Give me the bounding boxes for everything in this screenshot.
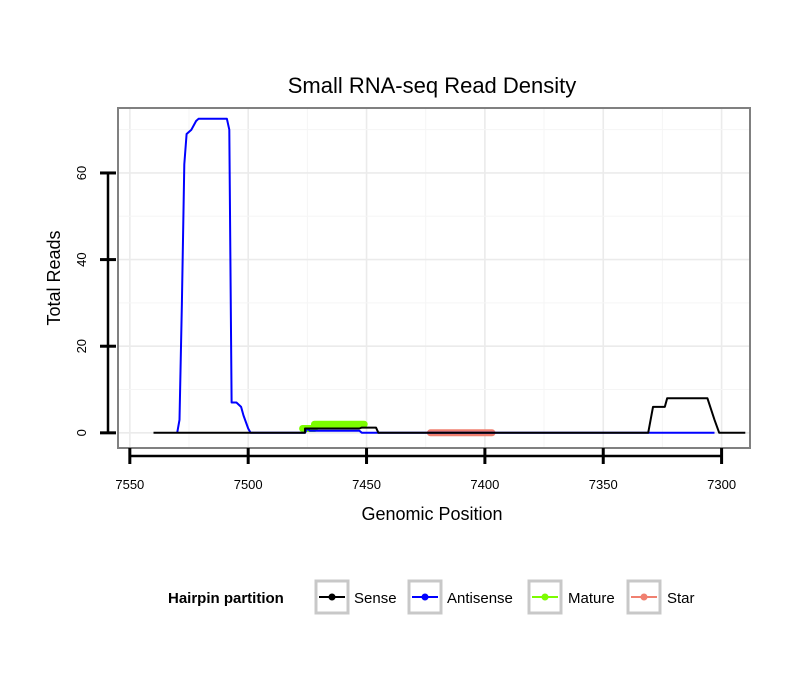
legend-key-point-antisense: [421, 593, 429, 601]
x-tick-label-7500: 7500: [234, 477, 263, 492]
y-tick-label-0: 0: [74, 429, 89, 436]
legend-key-point-mature: [541, 593, 549, 601]
x-tick-label-7450: 7450: [352, 477, 381, 492]
legend-label-mature: Mature: [568, 590, 615, 607]
legend-title: Hairpin partition: [168, 590, 284, 607]
legend-key-point-star: [640, 593, 648, 601]
panel-background: [118, 108, 750, 448]
panel-border: [117, 107, 751, 449]
series-line-antisense: [176, 117, 715, 434]
series-line-sense: [153, 397, 746, 434]
legend-label-star: Star: [667, 590, 695, 607]
legend-label-antisense: Antisense: [447, 590, 513, 607]
y-axis-title: Total Reads: [44, 230, 64, 325]
legend-key-point-sense: [328, 593, 336, 601]
x-tick-label-7350: 7350: [589, 477, 618, 492]
y-tick-label-40: 40: [74, 252, 89, 266]
x-tick-label-7300: 7300: [707, 477, 736, 492]
y-tick-label-20: 20: [74, 339, 89, 353]
plot-panel: [117, 107, 751, 449]
x-axis: 7550 7500 7450 7400 7350 7300: [115, 448, 736, 492]
x-axis-title: Genomic Position: [361, 504, 502, 524]
legend-entry-sense: Sense: [314, 579, 397, 615]
legend: Hairpin partition Sense Antisense Mature St…: [168, 579, 695, 615]
legend-label-sense: Sense: [354, 590, 397, 607]
x-tick-label-7400: 7400: [470, 477, 499, 492]
legend-entry-mature: Mature: [527, 579, 615, 615]
chart-title: Small RNA-seq Read Density: [288, 73, 577, 98]
y-axis: 0 20 40 60: [74, 166, 116, 436]
legend-entries: Sense Antisense Mature Star: [314, 579, 695, 615]
data-series: [153, 117, 746, 437]
x-tick-label-7550: 7550: [115, 477, 144, 492]
y-tick-label-60: 60: [74, 166, 89, 180]
legend-entry-star: Star: [626, 579, 695, 615]
legend-entry-antisense: Antisense: [407, 579, 513, 615]
